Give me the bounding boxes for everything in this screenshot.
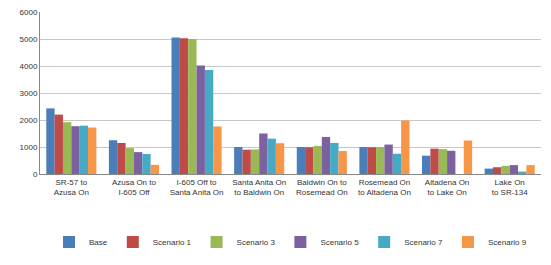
svg-text:3000: 3000 <box>20 89 38 98</box>
svg-text:Rosemead Onto Altadena On: Rosemead Onto Altadena On <box>358 178 411 197</box>
svg-text:2000: 2000 <box>20 116 38 125</box>
svg-text:5000: 5000 <box>20 35 38 44</box>
svg-text:Azusa On toI-605 Off: Azusa On toI-605 Off <box>112 178 157 197</box>
svg-text:Baldwin On toRosemead On: Baldwin On toRosemead On <box>296 178 348 197</box>
svg-text:0: 0 <box>33 170 38 179</box>
svg-text:Altadena Onto Lake On: Altadena Onto Lake On <box>425 178 469 197</box>
svg-text:SR-57 toAzusa On: SR-57 toAzusa On <box>54 178 89 197</box>
svg-text:4000: 4000 <box>20 62 38 71</box>
svg-text:Scenario 3: Scenario 3 <box>237 238 276 247</box>
svg-text:Scenario 9: Scenario 9 <box>488 238 527 247</box>
svg-text:Scenario 7: Scenario 7 <box>404 238 443 247</box>
svg-text:1000: 1000 <box>20 143 38 152</box>
svg-text:Base: Base <box>89 238 108 247</box>
svg-text:Scenario 1: Scenario 1 <box>153 238 192 247</box>
svg-text:Santa Anita Onto Baldwin On: Santa Anita Onto Baldwin On <box>232 178 286 197</box>
svg-text:Lake Onto SR-134: Lake Onto SR-134 <box>492 178 529 197</box>
svg-text:Scenario 5: Scenario 5 <box>320 238 359 247</box>
svg-text:I-605 Off toSanta Anita On: I-605 Off toSanta Anita On <box>170 178 224 197</box>
svg-text:6000: 6000 <box>20 8 38 17</box>
